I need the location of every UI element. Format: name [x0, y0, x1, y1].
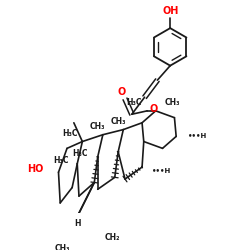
Text: CH₃: CH₃	[90, 122, 106, 131]
Text: CH₃: CH₃	[110, 116, 126, 126]
Text: H₃C: H₃C	[72, 149, 88, 158]
Text: •••H: •••H	[152, 168, 172, 173]
Text: H: H	[74, 219, 80, 228]
Text: CH₃: CH₃	[54, 244, 70, 250]
Text: O: O	[149, 104, 157, 114]
Text: CH₂: CH₂	[104, 232, 120, 241]
Text: OH: OH	[162, 6, 178, 16]
Text: H₃C: H₃C	[53, 156, 69, 165]
Text: O: O	[118, 87, 126, 97]
Text: H₃C: H₃C	[62, 128, 77, 138]
Text: •••H: •••H	[188, 134, 207, 140]
Text: CH₃: CH₃	[164, 98, 180, 107]
Text: H₃C: H₃C	[126, 98, 142, 107]
Text: HO: HO	[27, 164, 43, 174]
